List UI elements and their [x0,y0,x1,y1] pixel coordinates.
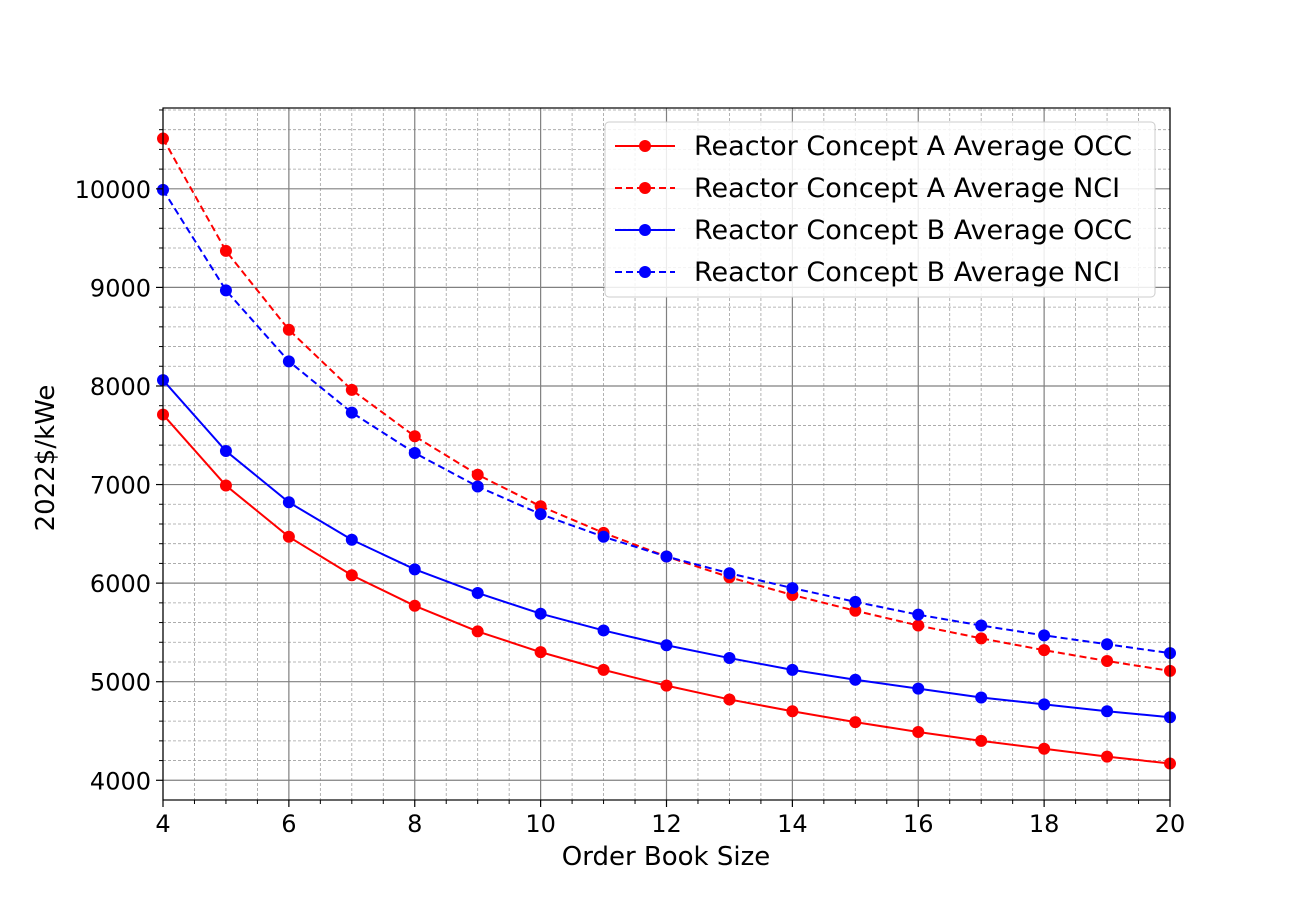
data-point [282,530,295,543]
data-point [282,323,295,336]
series-1 [157,408,1176,770]
data-point [912,725,925,738]
data-point [597,624,610,637]
data-point [345,406,358,419]
data-point [219,244,232,257]
data-point [471,468,484,481]
data-point [219,284,232,297]
legend-label: Reactor Concept A Average NCI [694,173,1120,204]
data-point [345,533,358,546]
data-point [282,355,295,368]
data-point [1038,698,1051,711]
legend-item: Reactor Concept B Average OCC [615,215,1132,246]
data-point [660,550,673,563]
data-point [1101,750,1114,763]
data-point [912,608,925,621]
x-tick-label: 12 [651,810,682,838]
series-layer [157,132,1176,770]
data-point [408,447,421,460]
data-point [408,563,421,576]
legend-marker [639,224,651,236]
data-point [849,595,862,608]
data-point [975,619,988,632]
data-point [1038,629,1051,642]
y-tick-label: 10000 [75,176,151,204]
x-tick-label: 4 [155,810,170,838]
y-tick-label: 5000 [90,669,151,697]
data-point [471,586,484,599]
x-tick-label: 14 [777,810,808,838]
data-point [660,639,673,652]
legend-label: Reactor Concept B Average NCI [694,257,1120,288]
data-point [1101,705,1114,718]
legend-marker [639,140,651,152]
data-point [975,691,988,704]
x-axis-title: Order Book Size [562,842,771,872]
x-tick-label: 8 [407,810,422,838]
data-point [1101,638,1114,651]
y-tick-label: 6000 [90,570,151,598]
data-point [534,508,547,521]
data-point [975,632,988,645]
y-axis-title: 2022$/kWe [31,385,61,532]
data-point [408,599,421,612]
data-point [282,496,295,509]
legend-marker [639,182,651,194]
data-point [849,716,862,729]
legend: Reactor Concept A Average OCC Reactor Con… [604,121,1156,298]
y-tick-label: 7000 [90,472,151,500]
y-tick-label: 4000 [90,767,151,795]
data-point [219,479,232,492]
y-tick-label: 9000 [90,274,151,302]
data-point [660,679,673,692]
data-point [786,663,799,676]
data-point [975,734,988,747]
data-point [408,430,421,443]
data-point [912,619,925,632]
legend-item: Reactor Concept B Average NCI [615,257,1120,288]
legend-item: Reactor Concept A Average OCC [615,131,1132,162]
y-tick-label: 8000 [90,373,151,401]
minor-grid [163,108,1170,800]
data-point [786,582,799,595]
data-point [534,607,547,620]
legend-item: Reactor Concept A Average NCI [615,173,1120,204]
data-point [597,530,610,543]
data-point [597,663,610,676]
data-point [219,445,232,458]
data-point [849,673,862,686]
x-tick-label: 10 [525,810,556,838]
data-point [723,693,736,706]
data-point [534,646,547,659]
data-point [1101,655,1114,668]
x-tick-label: 16 [903,810,934,838]
data-point [471,480,484,493]
data-point [723,567,736,580]
axis-ticks: 4 6 8 10 12 14 16 18 20 4000 5000 6000 7000 8000 9000 1… [75,109,1186,838]
data-point [912,682,925,695]
legend-label: Reactor Concept B Average OCC [694,215,1132,246]
x-tick-label: 20 [1155,810,1186,838]
legend-box [604,121,1156,298]
data-point [345,569,358,582]
data-point [849,604,862,617]
data-point [1038,742,1051,755]
data-point [345,383,358,396]
legend-marker [639,266,651,278]
legend-label: Reactor Concept A Average OCC [694,131,1132,162]
data-point [723,652,736,665]
series-4 [157,183,1176,660]
data-point [786,705,799,718]
data-point [1038,644,1051,657]
x-tick-label: 6 [281,810,296,838]
x-tick-label: 18 [1029,810,1060,838]
data-point [471,625,484,638]
